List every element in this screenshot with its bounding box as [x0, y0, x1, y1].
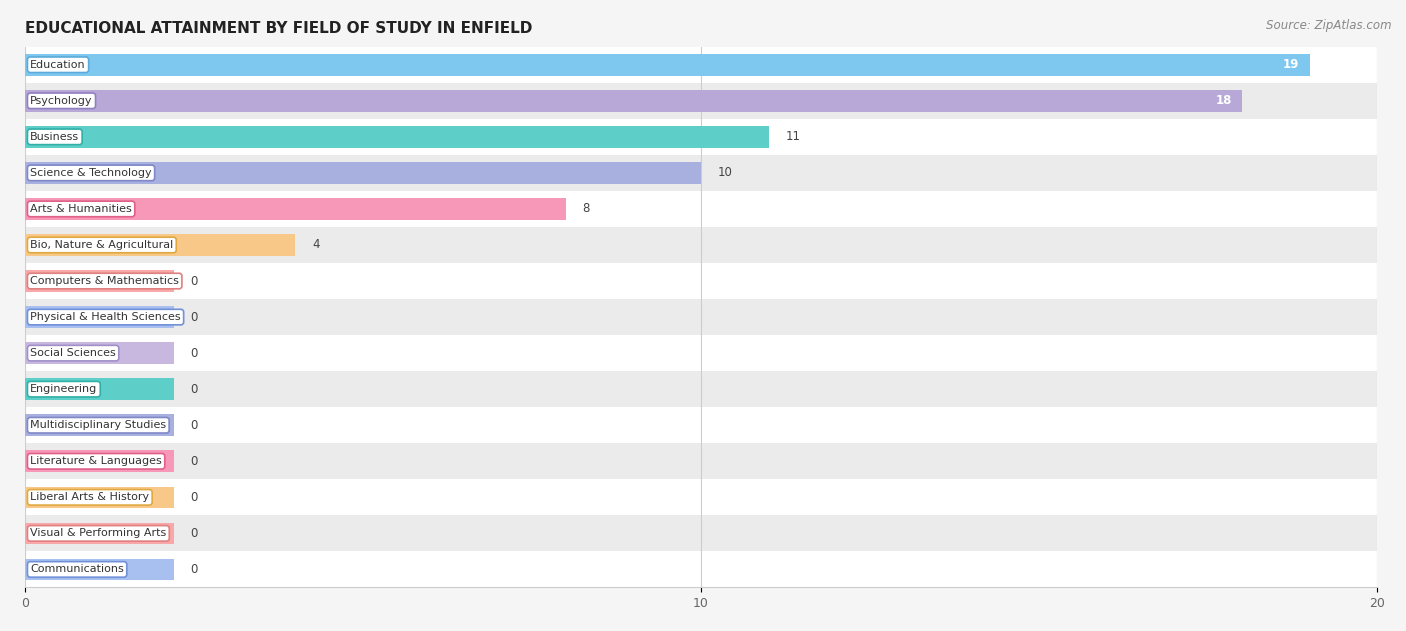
Bar	[25, 415, 173, 436]
Text: Physical & Health Sciences: Physical & Health Sciences	[31, 312, 181, 322]
Text: Social Sciences: Social Sciences	[31, 348, 115, 358]
Bar	[25, 83, 1378, 119]
Bar	[25, 558, 173, 581]
Text: Psychology: Psychology	[31, 96, 93, 106]
Text: 0: 0	[190, 274, 198, 288]
Text: EDUCATIONAL ATTAINMENT BY FIELD OF STUDY IN ENFIELD: EDUCATIONAL ATTAINMENT BY FIELD OF STUDY…	[25, 21, 533, 36]
Text: 10: 10	[718, 167, 733, 179]
Text: Arts & Humanities: Arts & Humanities	[31, 204, 132, 214]
Text: 11: 11	[786, 131, 800, 143]
Bar	[25, 306, 173, 328]
Text: 8: 8	[582, 203, 591, 215]
Text: 19: 19	[1284, 58, 1299, 71]
Bar	[25, 234, 295, 256]
Bar	[25, 54, 1309, 76]
Bar	[25, 198, 565, 220]
Bar	[25, 299, 1378, 335]
Bar	[25, 263, 1378, 299]
Bar	[25, 516, 1378, 551]
Bar	[25, 126, 769, 148]
Bar	[25, 443, 1378, 480]
Bar	[25, 371, 1378, 407]
Bar	[25, 379, 173, 400]
Text: Multidisciplinary Studies: Multidisciplinary Studies	[31, 420, 166, 430]
Bar	[25, 407, 1378, 443]
Text: Bio, Nature & Agricultural: Bio, Nature & Agricultural	[31, 240, 173, 250]
Bar	[25, 451, 173, 472]
Text: 0: 0	[190, 491, 198, 504]
Text: Computers & Mathematics: Computers & Mathematics	[31, 276, 179, 286]
Text: Science & Technology: Science & Technology	[31, 168, 152, 178]
Text: 0: 0	[190, 346, 198, 360]
Bar	[25, 342, 173, 364]
Bar	[25, 191, 1378, 227]
Text: 0: 0	[190, 382, 198, 396]
Text: 0: 0	[190, 419, 198, 432]
Bar	[25, 551, 1378, 587]
Text: 0: 0	[190, 527, 198, 540]
Bar	[25, 162, 702, 184]
Bar	[25, 227, 1378, 263]
Bar	[25, 335, 1378, 371]
Text: 0: 0	[190, 310, 198, 324]
Bar	[25, 487, 173, 508]
Bar	[25, 47, 1378, 83]
Text: Visual & Performing Arts: Visual & Performing Arts	[31, 528, 166, 538]
Text: Communications: Communications	[31, 564, 124, 574]
Bar	[25, 522, 173, 544]
Text: Engineering: Engineering	[31, 384, 97, 394]
Text: 4: 4	[312, 239, 319, 252]
Text: Business: Business	[31, 132, 79, 142]
Bar	[25, 90, 1241, 112]
Bar	[25, 270, 173, 292]
Text: 18: 18	[1215, 94, 1232, 107]
Bar	[25, 155, 1378, 191]
Text: Source: ZipAtlas.com: Source: ZipAtlas.com	[1267, 19, 1392, 32]
Text: 0: 0	[190, 455, 198, 468]
Text: 0: 0	[190, 563, 198, 576]
Text: Literature & Languages: Literature & Languages	[31, 456, 162, 466]
Text: Education: Education	[31, 60, 86, 70]
Bar	[25, 480, 1378, 516]
Bar	[25, 119, 1378, 155]
Text: Liberal Arts & History: Liberal Arts & History	[31, 492, 149, 502]
